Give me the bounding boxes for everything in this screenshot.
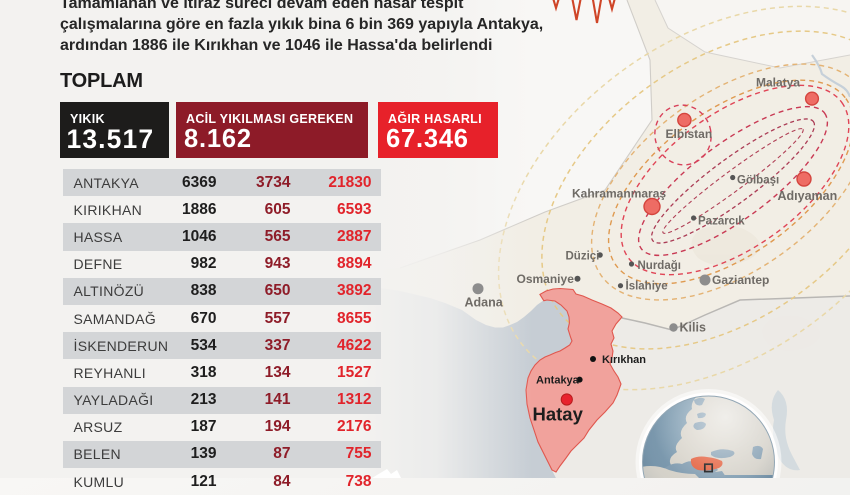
svg-text:Kahramanmaraş: Kahramanmaraş	[572, 187, 666, 201]
svg-text:Adıyaman: Adıyaman	[778, 189, 838, 203]
svg-text:Hatay: Hatay	[533, 404, 584, 425]
svg-text:Gaziantep: Gaziantep	[712, 273, 769, 287]
svg-text:Kilis: Kilis	[680, 321, 706, 335]
svg-text:Adana: Adana	[465, 296, 504, 310]
svg-text:Düziçi: Düziçi	[566, 251, 600, 263]
svg-text:Malatya: Malatya	[756, 76, 800, 90]
svg-text:Nurdağı: Nurdağı	[638, 260, 681, 272]
svg-text:İslahiye: İslahiye	[626, 280, 668, 293]
svg-text:Antakya: Antakya	[536, 375, 580, 387]
svg-text:Elbistan: Elbistan	[666, 127, 713, 141]
svg-text:Gölbaşı: Gölbaşı	[737, 175, 779, 187]
svg-text:Osmaniye: Osmaniye	[517, 272, 575, 286]
svg-text:Kırıkhan: Kırıkhan	[602, 354, 646, 366]
svg-text:Pazarcık: Pazarcık	[698, 216, 745, 228]
